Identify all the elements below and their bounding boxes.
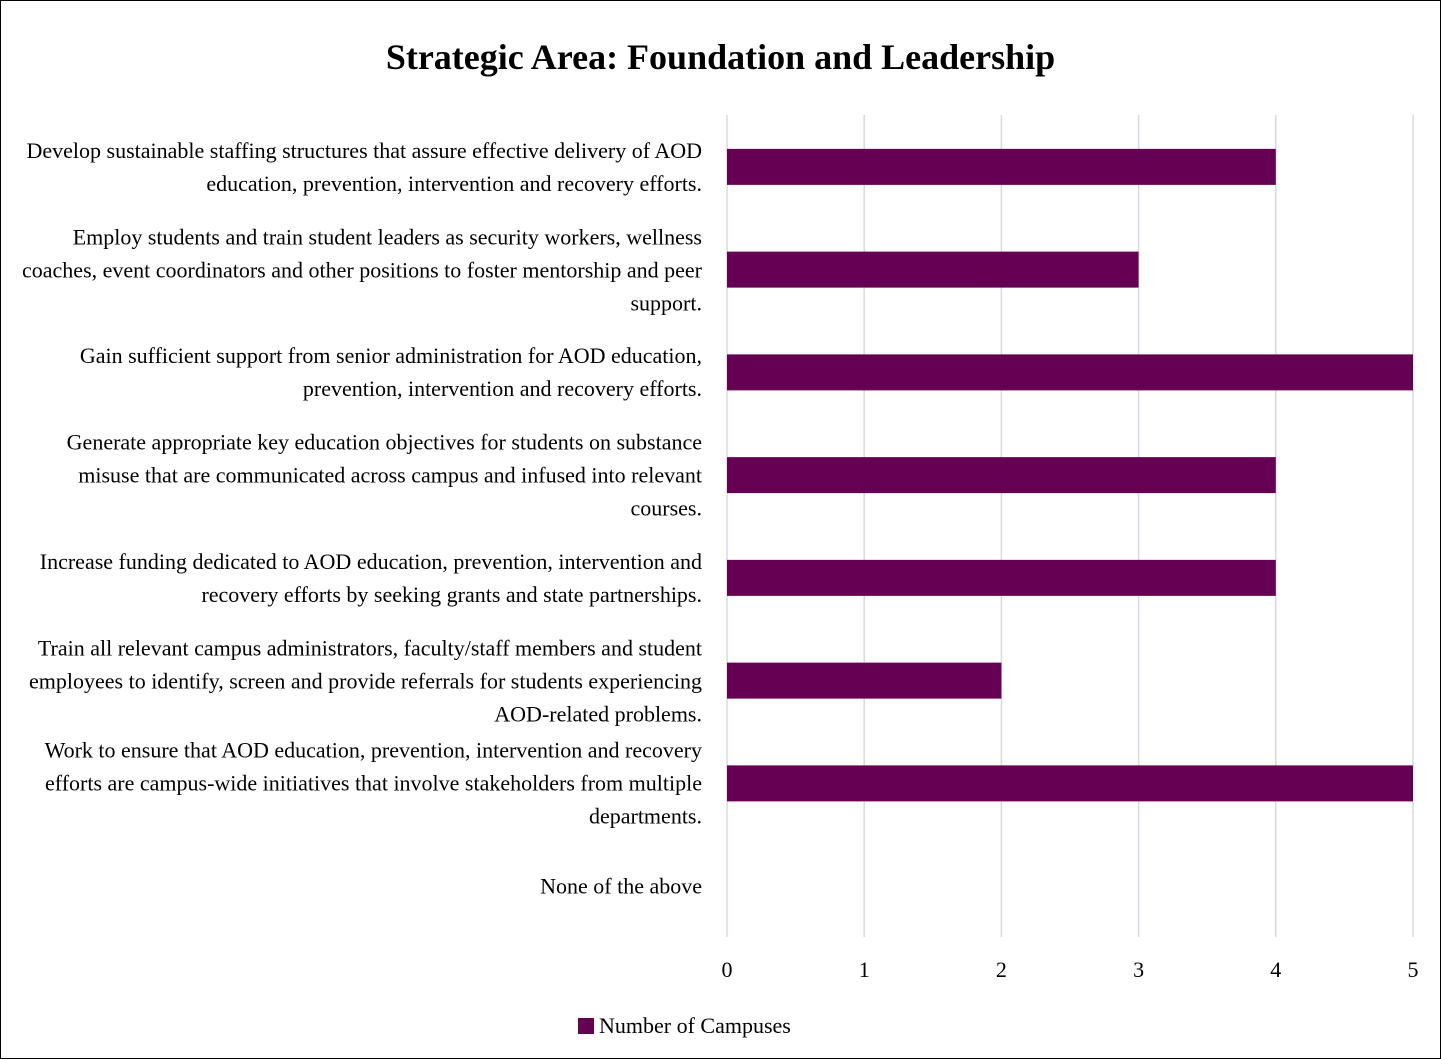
x-tick-label: 2 (996, 957, 1007, 982)
x-tick-label: 3 (1133, 957, 1144, 982)
bar (727, 457, 1276, 494)
y-tick-label: Generate appropriate key education objec… (66, 429, 702, 521)
x-tick-label: 5 (1408, 957, 1419, 982)
bar (727, 251, 1139, 288)
legend-swatch (578, 1018, 594, 1034)
y-tick-label: None of the above (540, 873, 702, 899)
y-tick-label: Increase funding dedicated to AOD educat… (39, 548, 702, 607)
y-tick-label: Develop sustainable staffing structures … (26, 137, 702, 196)
bar (727, 559, 1276, 596)
legend-label: Number of Campuses (599, 1013, 791, 1038)
x-tick-label: 4 (1270, 957, 1281, 982)
legend: Number of Campuses (578, 1013, 791, 1039)
chart-title: Strategic Area: Foundation and Leadershi… (385, 37, 1056, 77)
bar (727, 662, 1002, 699)
bar (727, 354, 1413, 391)
x-tick-label: 1 (859, 957, 870, 982)
x-tick-label: 0 (722, 957, 733, 982)
y-tick-label: Gain sufficient support from senior admi… (79, 343, 702, 402)
bar (727, 148, 1276, 185)
y-tick-label: Train all relevant campus administrators… (29, 635, 702, 727)
bar (727, 765, 1413, 802)
y-tick-label: Employ students and train student leader… (22, 224, 702, 316)
y-tick-label: Work to ensure that AOD education, preve… (44, 737, 702, 829)
